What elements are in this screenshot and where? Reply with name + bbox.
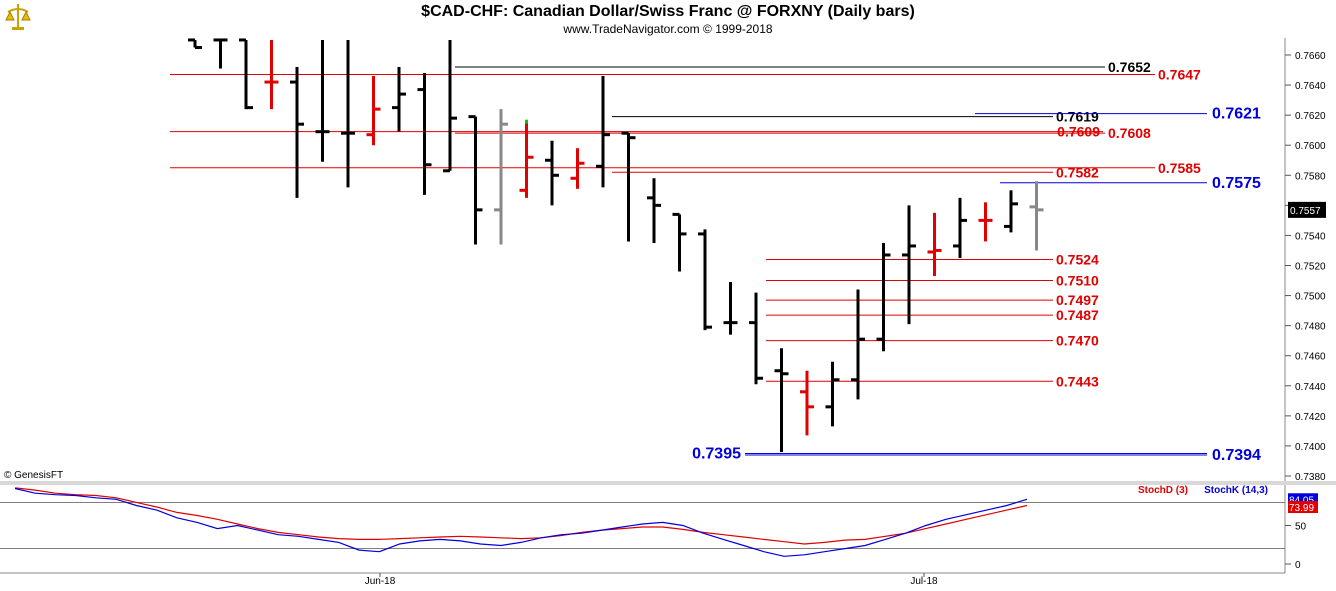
level-label: 0.7582 bbox=[1056, 164, 1099, 180]
price-bar bbox=[443, 39, 457, 173]
panel-separator[interactable] bbox=[0, 481, 1336, 485]
price-tick-label: 0.7400 bbox=[1295, 442, 1326, 453]
price-bar bbox=[876, 242, 891, 352]
level-label: 0.7575 bbox=[1212, 175, 1261, 192]
level-label: 0.7647 bbox=[1158, 67, 1201, 83]
stochastic-gridlines bbox=[0, 502, 1285, 549]
price-bar bbox=[519, 122, 534, 198]
level-label: 0.7443 bbox=[1056, 373, 1099, 389]
price-tick-label: 0.7540 bbox=[1295, 231, 1326, 242]
price-axis: 0.76600.76400.76200.76000.75800.75600.75… bbox=[1285, 51, 1326, 483]
price-bar bbox=[749, 292, 763, 385]
price-bar bbox=[264, 39, 279, 110]
legend-stochk: StochK (14,3) bbox=[1204, 485, 1268, 496]
price-bar bbox=[647, 178, 661, 243]
price-tick-label: 0.7500 bbox=[1295, 292, 1326, 303]
price-bar bbox=[825, 361, 840, 427]
price-bar bbox=[545, 140, 559, 206]
price-tick-label: 0.7660 bbox=[1295, 51, 1326, 62]
last-price-box bbox=[1288, 201, 1326, 218]
stochastic-last-value: 84.05 bbox=[1289, 495, 1314, 506]
stochastic-series-line bbox=[14, 487, 1028, 545]
price-tick-label: 0.7480 bbox=[1295, 322, 1326, 333]
date-tick-label: Jul-18 bbox=[910, 576, 938, 587]
price-bar bbox=[213, 38, 228, 69]
price-bar bbox=[800, 370, 814, 436]
level-label: 0.7510 bbox=[1056, 273, 1099, 289]
stochastic-last-value-box bbox=[1288, 501, 1318, 514]
price-levels: 0.7652 0.7647 0.7619 0.7621 0.7609 0.7608 0.75… bbox=[170, 59, 1261, 464]
price-bar bbox=[1004, 190, 1018, 233]
price-bar bbox=[315, 39, 330, 162]
price-tick-label: 0.7380 bbox=[1295, 472, 1326, 483]
level-label: 0.7470 bbox=[1056, 333, 1099, 349]
price-bar bbox=[851, 289, 865, 400]
stochastic-lines bbox=[14, 487, 1028, 557]
price-bar bbox=[723, 282, 738, 335]
stochastic-tick-label: 50 bbox=[1295, 522, 1307, 533]
main-panel bbox=[0, 38, 1286, 481]
last-price-label: 0.7557 bbox=[1290, 206, 1321, 217]
chart-header: $CAD-CHF: Canadian Dollar/Swiss Franc @ … bbox=[0, 0, 1336, 38]
price-bar bbox=[774, 348, 789, 452]
chart-subtitle: www.TradeNavigator.com © 1999-2018 bbox=[563, 22, 773, 36]
level-label: 0.7609 bbox=[1057, 124, 1100, 140]
stochastic-series-line bbox=[14, 487, 1028, 557]
signal-marker bbox=[525, 119, 528, 124]
price-bar bbox=[468, 115, 483, 245]
price-bar bbox=[417, 73, 432, 195]
price-bar bbox=[494, 109, 508, 245]
date-tick-label: Jun-18 bbox=[365, 576, 396, 587]
date-axis: Jun-18 Jul-18 bbox=[365, 573, 938, 587]
level-label: 0.7487 bbox=[1056, 307, 1099, 323]
price-bar bbox=[596, 76, 610, 188]
level-label: 0.7395 bbox=[692, 445, 741, 462]
price-bar bbox=[672, 212, 687, 272]
price-tick-label: 0.7600 bbox=[1295, 141, 1326, 152]
chart-title: $CAD-CHF: Canadian Dollar/Swiss Franc @ … bbox=[421, 3, 915, 20]
copyright-label: © GenesisFT bbox=[4, 470, 63, 481]
price-bar bbox=[1029, 181, 1044, 251]
price-bar bbox=[927, 212, 942, 277]
level-label: 0.7652 bbox=[1108, 59, 1151, 75]
price-tick-label: 0.7440 bbox=[1295, 382, 1326, 393]
genesis-logo-icon bbox=[5, 4, 31, 30]
price-bar bbox=[341, 39, 355, 188]
legend-stochd: StochD (3) bbox=[1138, 485, 1188, 496]
price-bar bbox=[188, 38, 202, 49]
price-tick-label: 0.7520 bbox=[1295, 262, 1326, 273]
price-bars bbox=[188, 38, 1044, 452]
price-tick-label: 0.7580 bbox=[1295, 171, 1326, 182]
price-bar bbox=[978, 202, 993, 242]
level-label: 0.7497 bbox=[1056, 292, 1099, 308]
price-bar bbox=[570, 148, 585, 189]
stochastic-last-value: 73.99 bbox=[1289, 503, 1314, 514]
stochastic-legend: StochD (3) StochK (14,3) bbox=[1138, 485, 1268, 496]
price-tick-label: 0.7620 bbox=[1295, 111, 1326, 122]
price-bar bbox=[392, 67, 406, 132]
level-label: 0.7585 bbox=[1158, 160, 1201, 176]
price-tick-label: 0.7420 bbox=[1295, 412, 1326, 423]
level-label: 0.7608 bbox=[1108, 125, 1151, 141]
stochastic-tick-label: 0 bbox=[1295, 560, 1301, 571]
level-label: 0.7524 bbox=[1056, 251, 1099, 267]
price-tick-label: 0.7640 bbox=[1295, 81, 1326, 92]
price-bar bbox=[366, 76, 381, 146]
price-bar bbox=[290, 67, 304, 198]
price-bar bbox=[621, 131, 636, 242]
price-bar bbox=[902, 205, 916, 325]
level-label: 0.7621 bbox=[1212, 106, 1261, 123]
price-bar bbox=[953, 197, 967, 258]
level-label: 0.7619 bbox=[1056, 109, 1099, 125]
price-tick-label: 0.7460 bbox=[1295, 352, 1326, 363]
price-bar bbox=[698, 229, 712, 331]
level-label: 0.7394 bbox=[1212, 447, 1261, 464]
price-bar bbox=[239, 38, 253, 110]
